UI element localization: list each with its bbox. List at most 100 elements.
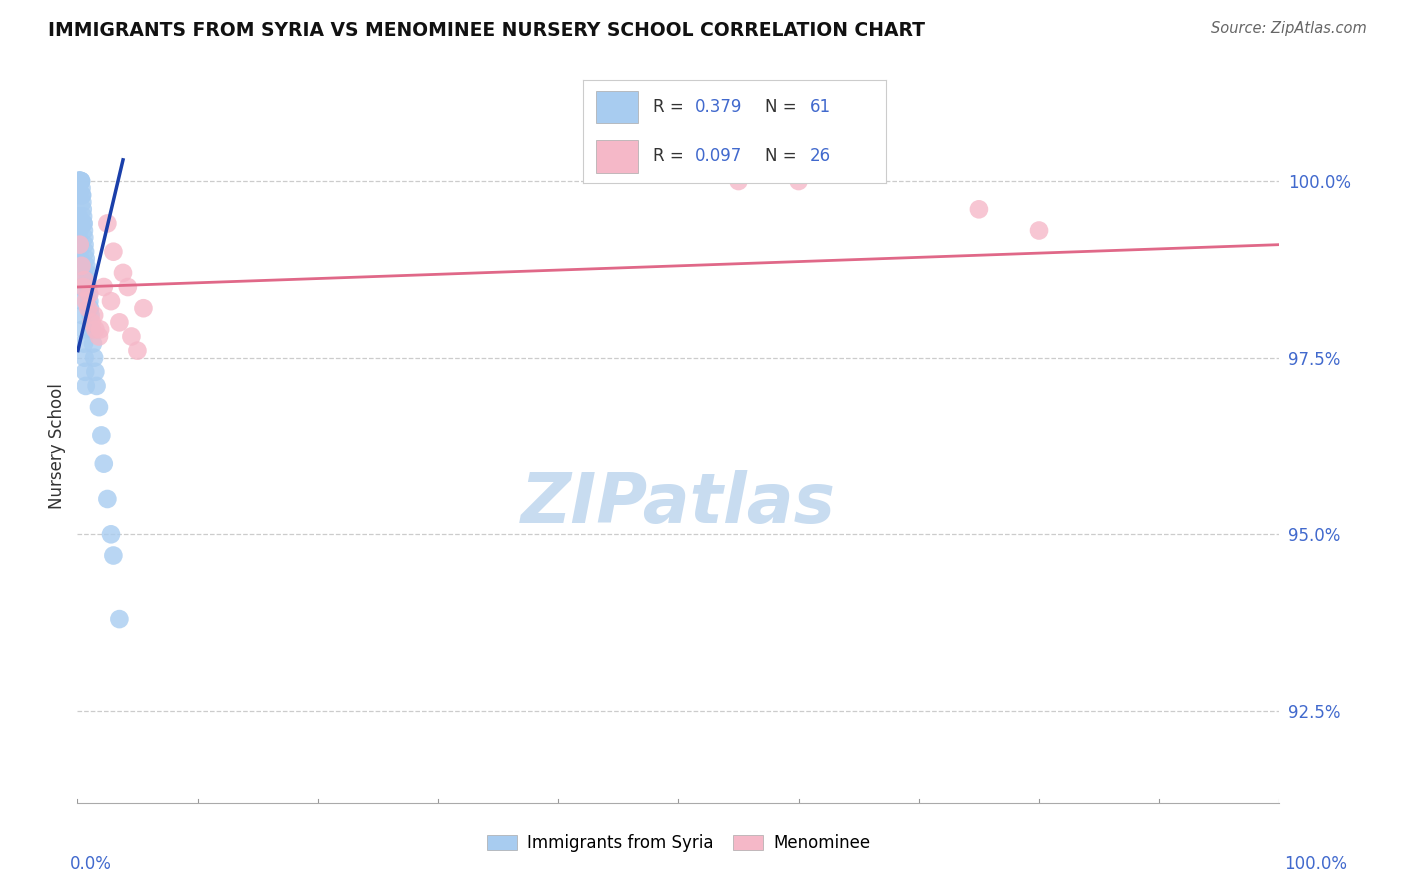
Point xyxy=(89,322,111,336)
Point xyxy=(77,280,100,294)
Text: N =: N = xyxy=(765,98,801,116)
Point xyxy=(117,280,139,294)
Text: 0.0%: 0.0% xyxy=(70,855,112,872)
Point xyxy=(73,230,96,244)
Point xyxy=(70,174,93,188)
Point xyxy=(79,301,101,316)
Point xyxy=(83,308,105,322)
Text: 100.0%: 100.0% xyxy=(1284,855,1347,872)
Point xyxy=(69,174,91,188)
Point xyxy=(77,301,100,316)
Point xyxy=(75,259,97,273)
Point xyxy=(75,244,97,259)
Point xyxy=(90,428,112,442)
Point xyxy=(80,322,103,336)
Point xyxy=(111,266,134,280)
Point xyxy=(69,252,91,266)
Point xyxy=(87,329,110,343)
Point xyxy=(69,174,91,188)
Point xyxy=(132,301,155,316)
Point xyxy=(69,174,91,188)
Point xyxy=(96,491,118,506)
Point xyxy=(75,252,97,266)
Point xyxy=(787,174,810,188)
Point xyxy=(70,259,93,273)
Point xyxy=(72,216,94,230)
Point xyxy=(76,266,98,280)
Legend: Immigrants from Syria, Menominee: Immigrants from Syria, Menominee xyxy=(479,828,877,859)
Point xyxy=(86,379,108,393)
Point xyxy=(66,188,89,202)
Point xyxy=(67,174,90,188)
Point xyxy=(73,351,96,365)
Point xyxy=(84,322,107,336)
Text: R =: R = xyxy=(652,98,689,116)
Point xyxy=(67,210,90,224)
Point xyxy=(100,294,122,309)
Point xyxy=(103,244,125,259)
Point xyxy=(67,174,90,188)
Text: 0.379: 0.379 xyxy=(696,98,742,116)
Point xyxy=(69,237,91,252)
Text: R =: R = xyxy=(652,147,689,165)
Point xyxy=(79,287,101,301)
Text: ZIPatlas: ZIPatlas xyxy=(520,469,837,537)
Point xyxy=(70,294,93,309)
FancyBboxPatch shape xyxy=(596,140,638,173)
Point xyxy=(70,280,93,294)
Point xyxy=(75,379,97,393)
Point xyxy=(75,365,97,379)
Point xyxy=(67,174,90,188)
Point xyxy=(87,400,110,414)
Point xyxy=(79,294,101,309)
Point xyxy=(76,273,98,287)
Point xyxy=(93,280,115,294)
Point xyxy=(70,266,93,280)
Point xyxy=(72,210,94,224)
Point xyxy=(77,287,100,301)
Point xyxy=(967,202,990,217)
Point xyxy=(108,315,131,329)
Point xyxy=(103,549,125,563)
Point xyxy=(100,527,122,541)
Point xyxy=(70,174,93,188)
Point xyxy=(70,188,93,202)
Point xyxy=(67,174,90,188)
Point xyxy=(73,237,96,252)
Point xyxy=(93,457,115,471)
Point xyxy=(67,223,90,237)
Point xyxy=(67,174,90,188)
Point xyxy=(80,315,103,329)
Text: 61: 61 xyxy=(810,98,831,116)
Point xyxy=(72,195,94,210)
Point xyxy=(127,343,149,358)
Point xyxy=(73,223,96,237)
Point xyxy=(73,336,96,351)
Point xyxy=(82,336,104,351)
Point xyxy=(67,181,90,195)
Point xyxy=(72,322,94,336)
FancyBboxPatch shape xyxy=(596,91,638,123)
Point xyxy=(72,308,94,322)
Point xyxy=(70,188,93,202)
Text: N =: N = xyxy=(765,147,801,165)
Point xyxy=(72,280,94,294)
Point xyxy=(69,174,91,188)
Text: 0.097: 0.097 xyxy=(696,147,742,165)
Point xyxy=(73,273,96,287)
Point xyxy=(120,329,142,343)
Point xyxy=(83,351,105,365)
Point xyxy=(69,174,91,188)
Point xyxy=(108,612,131,626)
Point xyxy=(727,174,749,188)
Point xyxy=(70,181,93,195)
Point xyxy=(79,308,101,322)
Text: Source: ZipAtlas.com: Source: ZipAtlas.com xyxy=(1211,21,1367,37)
Point xyxy=(75,294,97,309)
Point xyxy=(69,174,91,188)
Point xyxy=(69,237,91,252)
Point xyxy=(96,216,118,230)
Point xyxy=(84,365,107,379)
Text: IMMIGRANTS FROM SYRIA VS MENOMINEE NURSERY SCHOOL CORRELATION CHART: IMMIGRANTS FROM SYRIA VS MENOMINEE NURSE… xyxy=(48,21,925,40)
Point xyxy=(1028,223,1050,237)
